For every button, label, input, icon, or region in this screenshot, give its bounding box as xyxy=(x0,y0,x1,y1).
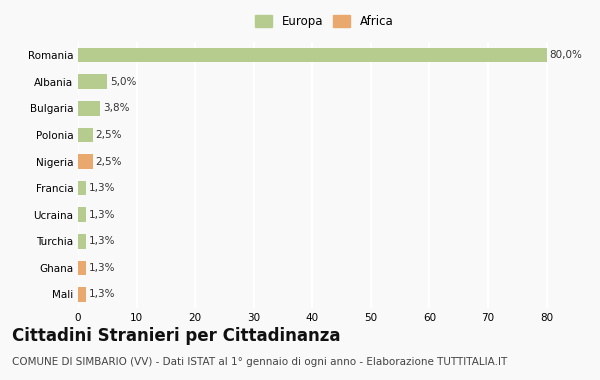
Bar xyxy=(78,128,92,142)
Bar xyxy=(78,74,107,89)
Text: 1,3%: 1,3% xyxy=(89,290,115,299)
Bar xyxy=(78,207,86,222)
Text: 3,8%: 3,8% xyxy=(103,103,130,113)
Bar xyxy=(78,101,100,116)
Bar xyxy=(78,234,86,249)
Bar xyxy=(78,181,86,195)
Text: 2,5%: 2,5% xyxy=(95,130,122,140)
Text: 1,3%: 1,3% xyxy=(89,183,115,193)
Text: 1,3%: 1,3% xyxy=(89,263,115,273)
Bar xyxy=(78,287,86,302)
Text: 1,3%: 1,3% xyxy=(89,236,115,246)
Text: Cittadini Stranieri per Cittadinanza: Cittadini Stranieri per Cittadinanza xyxy=(12,327,341,345)
Text: COMUNE DI SIMBARIO (VV) - Dati ISTAT al 1° gennaio di ogni anno - Elaborazione T: COMUNE DI SIMBARIO (VV) - Dati ISTAT al … xyxy=(12,357,507,367)
Bar xyxy=(78,48,547,62)
Text: 80,0%: 80,0% xyxy=(550,50,583,60)
Text: 1,3%: 1,3% xyxy=(89,210,115,220)
Bar xyxy=(78,261,86,275)
Legend: Europa, Africa: Europa, Africa xyxy=(252,13,396,30)
Text: 2,5%: 2,5% xyxy=(95,157,122,166)
Bar xyxy=(78,154,92,169)
Text: 5,0%: 5,0% xyxy=(110,77,137,87)
